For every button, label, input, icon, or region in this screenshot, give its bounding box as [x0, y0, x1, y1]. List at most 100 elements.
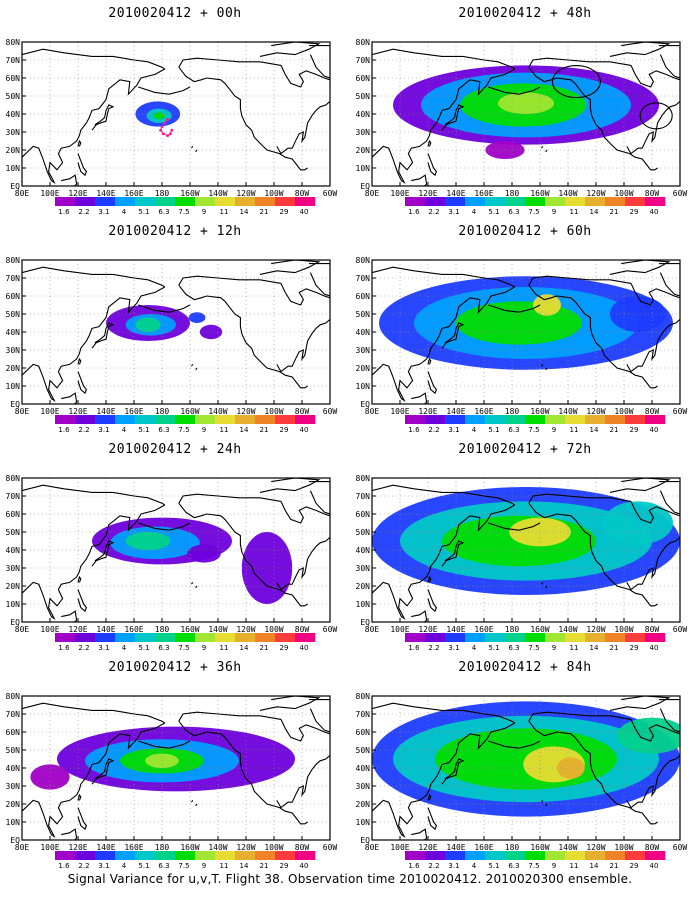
colorbar-label: 7.5: [528, 208, 539, 216]
variance-shading: [135, 101, 181, 127]
coastline: [540, 582, 544, 585]
colorbar-swatch: [405, 415, 426, 424]
lon-label: 140W: [208, 625, 227, 634]
coastline: [138, 86, 191, 95]
colorbar-label: 1.6: [58, 644, 70, 652]
lon-label: 100E: [40, 189, 59, 198]
colorbar-swatch: [505, 851, 526, 860]
colorbar-swatch: [425, 633, 446, 642]
coastline: [630, 65, 680, 88]
lat-label: 80N: [356, 692, 371, 701]
coastline: [427, 139, 432, 147]
colorbar-swatch: [465, 851, 486, 860]
lon-label: 140W: [558, 625, 577, 634]
lat-label: 40N: [6, 546, 21, 555]
colorbar-swatch: [115, 415, 136, 424]
lon-label: 140W: [208, 843, 227, 852]
coastline: [91, 540, 115, 567]
coastline: [178, 720, 308, 825]
colorbar-swatch: [425, 851, 446, 860]
colorbar-swatch: [405, 633, 426, 642]
coastline: [77, 793, 82, 801]
colorbar-label: 6.3: [508, 862, 519, 870]
coastline: [630, 719, 680, 742]
lon-label: 80E: [365, 625, 380, 634]
coastline: [528, 57, 632, 68]
lon-label: 100W: [264, 625, 283, 634]
colorbar-label: 3.1: [448, 426, 459, 434]
colorbar-swatch: [445, 633, 466, 642]
coastline: [178, 284, 308, 389]
lon-label: 120W: [236, 843, 255, 852]
lon-label: 160E: [474, 843, 493, 852]
lat-label: 20N: [356, 800, 371, 809]
lon-label: 80W: [645, 625, 660, 634]
lat-label: 50N: [6, 92, 21, 101]
colorbar-swatch: [295, 415, 316, 424]
colorbar-label: 29: [280, 862, 289, 870]
lon-label: 80E: [365, 189, 380, 198]
lon-label: 180: [155, 625, 170, 634]
coastline: [659, 45, 680, 79]
colorbar-swatch: [215, 415, 236, 424]
colorbar-label: 2.2: [78, 644, 89, 652]
map-panel: 2010020412 + 36h EQ 10N 20N 30N 40N 50N 60N 70N 8…: [0, 654, 350, 879]
coastline: [626, 754, 680, 809]
colorbar-swatch: [155, 851, 176, 860]
colorbar-swatch: [485, 851, 506, 860]
grid-lines: [22, 478, 330, 622]
lat-label: 50N: [6, 746, 21, 755]
lon-label: 60W: [323, 625, 338, 634]
colorbar-label: 40: [650, 208, 659, 216]
lat-label: 50N: [356, 528, 371, 537]
lon-label: 160W: [530, 407, 549, 416]
lon-label: 160E: [124, 189, 143, 198]
colorbar-label: 21: [610, 426, 619, 434]
lat-label: 30N: [356, 564, 371, 573]
map-panel: 2010020412 + 24h EQ 10N 20N 30N 40N 50N 60N 70N 8…: [0, 436, 350, 661]
colorbar-swatch: [195, 415, 216, 424]
coastline: [372, 722, 516, 838]
lon-label: 160W: [530, 625, 549, 634]
lon-label: 80W: [295, 189, 310, 198]
colorbar-label: 29: [630, 862, 639, 870]
coastline: [77, 371, 88, 395]
variance-contour: [556, 757, 585, 779]
lat-label: 20N: [6, 800, 21, 809]
lon-label: 120E: [68, 843, 87, 852]
colorbar-label: 4: [122, 426, 127, 434]
coastline: [659, 481, 680, 515]
lon-label: 160W: [180, 189, 199, 198]
panel-title: 2010020412 + 72h: [458, 442, 592, 457]
colorbar-swatch: [545, 197, 566, 206]
colorbar-swatch: [485, 415, 506, 424]
colorbar-label: 3.1: [98, 426, 109, 434]
coastline: [259, 42, 321, 57]
variance-contour: [188, 312, 206, 323]
coastline: [427, 371, 438, 395]
lat-label: 10N: [6, 818, 21, 827]
colorbar-swatch: [645, 851, 666, 860]
colorbar-label: 40: [650, 644, 659, 652]
lon-label: 160W: [180, 407, 199, 416]
lon-label: 140W: [558, 407, 577, 416]
lon-label: 160E: [124, 843, 143, 852]
coastline: [280, 501, 330, 524]
colorbar-swatch: [565, 851, 586, 860]
lat-label: EQ: [360, 182, 370, 191]
colorbar-label: 6.3: [158, 426, 169, 434]
coastline: [178, 493, 282, 504]
lon-label: 120E: [418, 843, 437, 852]
lat-label: 40N: [6, 328, 21, 337]
colorbar-label: 14: [240, 862, 249, 870]
coastline: [77, 153, 88, 177]
colorbar-label: 2.2: [428, 208, 439, 216]
coastline: [540, 800, 544, 803]
colorbar-swatch: [175, 197, 196, 206]
colorbar-swatch: [565, 633, 586, 642]
colorbar-swatch: [95, 415, 116, 424]
colorbar-swatch: [235, 197, 256, 206]
coastline: [138, 740, 191, 749]
colorbar-label: 29: [280, 644, 289, 652]
colorbar-label: 11: [220, 862, 229, 870]
